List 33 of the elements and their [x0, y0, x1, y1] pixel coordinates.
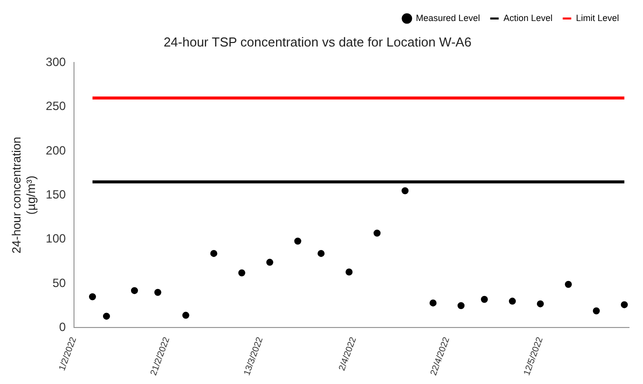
point	[592, 307, 600, 314]
point	[374, 230, 381, 237]
y-tick-label: 150	[46, 187, 66, 202]
point	[294, 238, 302, 245]
point	[238, 269, 246, 276]
y-tick-label: 300	[46, 54, 66, 69]
point	[402, 187, 409, 194]
point	[182, 312, 190, 319]
legend-label: Action Level	[503, 12, 552, 23]
chart-title: 24-hour TSP concentration vs date for Location W-A6	[164, 34, 472, 50]
point	[564, 280, 572, 288]
point	[210, 250, 218, 257]
y-axis-title: 24-hour concentration (µg/m³)	[10, 136, 38, 254]
point	[88, 293, 96, 300]
point	[508, 298, 516, 305]
y-tick-label: 250	[46, 99, 66, 114]
point	[154, 288, 162, 296]
point	[480, 296, 488, 303]
legend-label: Measured Level	[416, 12, 480, 23]
point	[430, 299, 437, 306]
y-tick-label: 100	[46, 232, 66, 246]
point	[620, 301, 628, 308]
y-tick-label: 0	[59, 320, 66, 334]
y-tick-label: 200	[46, 143, 66, 158]
point	[318, 250, 325, 257]
y-tick-label: 50	[52, 276, 66, 290]
point	[458, 302, 465, 310]
point	[266, 258, 274, 266]
point	[130, 287, 138, 294]
point	[536, 300, 544, 308]
legend-label: Limit Level	[576, 12, 620, 23]
point	[102, 312, 110, 320]
point	[346, 268, 353, 276]
